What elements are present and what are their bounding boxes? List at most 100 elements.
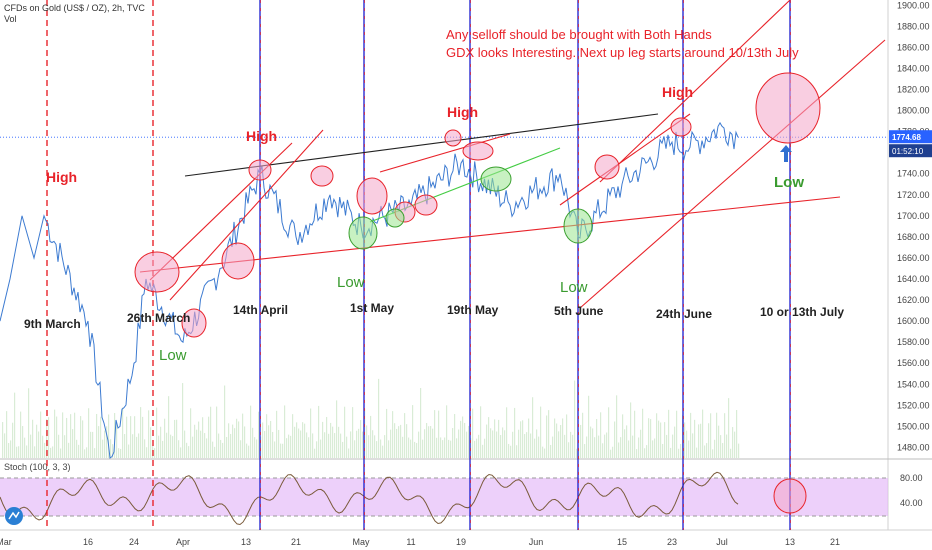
stoch-label: Stoch (100, 3, 3) (4, 462, 71, 472)
stoch-line (0, 471, 739, 526)
volume-bar (274, 441, 276, 458)
volume-bar (446, 405, 448, 458)
volume-bars (2, 378, 740, 458)
volume-bar (592, 428, 594, 458)
volume-bar (156, 407, 158, 458)
volume-bar (388, 440, 390, 458)
highlight-circle (755, 72, 821, 144)
volume-bar (648, 418, 650, 458)
volume-bar (728, 398, 730, 458)
highlight-circle (444, 129, 462, 147)
volume-bar (318, 405, 320, 458)
volume-bar (30, 434, 32, 458)
highlight-circle (356, 177, 388, 215)
volume-bar (254, 437, 256, 458)
high-label: High (46, 169, 77, 185)
volume-bar (692, 433, 694, 458)
volume-bar (580, 424, 582, 458)
volume-bar (514, 407, 516, 458)
volume-bar (108, 414, 110, 458)
highlight-circle (462, 141, 494, 161)
volume-bar (48, 417, 50, 458)
price-tick-label: 1620.00 (897, 295, 930, 305)
highlight-circle (181, 308, 207, 338)
volume-bar (536, 429, 538, 458)
high-label: High (662, 84, 693, 100)
volume-bar (366, 425, 368, 458)
tradingview-logo-icon (5, 507, 23, 525)
volume-bar (14, 392, 16, 458)
volume-bar (730, 448, 732, 458)
volume-bar (72, 429, 74, 458)
volume-bar (188, 446, 190, 458)
price-tick-label: 1700.00 (897, 211, 930, 221)
volume-bar (26, 445, 28, 458)
volume-bar (374, 435, 376, 458)
time-tick-label: 11 (406, 537, 415, 547)
price-tick-label: 1560.00 (897, 358, 930, 368)
volume-bar (80, 416, 82, 458)
volume-bar (684, 422, 686, 458)
volume-bar (44, 442, 46, 458)
volume-bar (732, 427, 734, 458)
volume-bar (522, 420, 524, 458)
volume-bar (262, 422, 264, 458)
volume-bar (126, 416, 128, 458)
volume-bar (564, 434, 566, 458)
volume-bar (658, 420, 660, 458)
volume-bar (310, 408, 312, 458)
price-tick-label: 1820.00 (897, 84, 930, 94)
volume-bar (168, 396, 170, 458)
volume-bar (702, 409, 704, 458)
volume-bar (484, 438, 486, 458)
volume-bar (336, 400, 338, 458)
volume-bar (50, 447, 52, 458)
volume-bar (300, 430, 302, 458)
volume-bar (334, 433, 336, 458)
volume-bar (590, 426, 592, 458)
volume-bar (180, 447, 182, 458)
volume-bar (10, 440, 12, 458)
volume-bar (268, 425, 270, 458)
time-tick-label: Mar (0, 537, 12, 547)
volume-bar (418, 431, 420, 458)
volume-bar (248, 445, 250, 458)
price-tick-label: 1500.00 (897, 421, 930, 431)
volume-bar (476, 438, 478, 458)
volume-bar (302, 422, 304, 458)
volume-bar (332, 426, 334, 458)
volume-bar (424, 429, 426, 458)
volume-bar (660, 422, 662, 458)
price-tick-label: 1520.00 (897, 400, 930, 410)
volume-bar (54, 409, 56, 458)
volume-bar (380, 439, 382, 458)
volume-bar (434, 410, 436, 458)
volume-bar (94, 448, 96, 458)
highlight-circle (385, 208, 405, 228)
volume-bar (190, 408, 192, 458)
volume-bar (306, 432, 308, 458)
volume-bar (442, 440, 444, 458)
volume-bar (584, 444, 586, 458)
volume-bar (222, 442, 224, 458)
volume-bar (556, 423, 558, 458)
volume-bar (58, 434, 60, 458)
volume-bar (210, 406, 212, 458)
volume-bar (628, 440, 630, 458)
volume-bar (378, 378, 380, 458)
date-label: 26th March (127, 311, 190, 325)
volume-bar (686, 430, 688, 458)
volume-bar (414, 441, 416, 458)
volume-bar (472, 408, 474, 458)
chart-title[interactable]: CFDs on Gold (US$ / OZ), 2h, TVC (4, 3, 145, 13)
volume-bar (588, 395, 590, 458)
volume-bar (460, 420, 462, 458)
volume-bar (626, 425, 628, 458)
volume-bar (24, 437, 26, 458)
volume-bar (12, 422, 14, 458)
time-tick-label: Jun (529, 537, 544, 547)
countdown-badge (889, 144, 932, 158)
volume-bar (722, 443, 724, 458)
volume-bar (74, 412, 76, 458)
